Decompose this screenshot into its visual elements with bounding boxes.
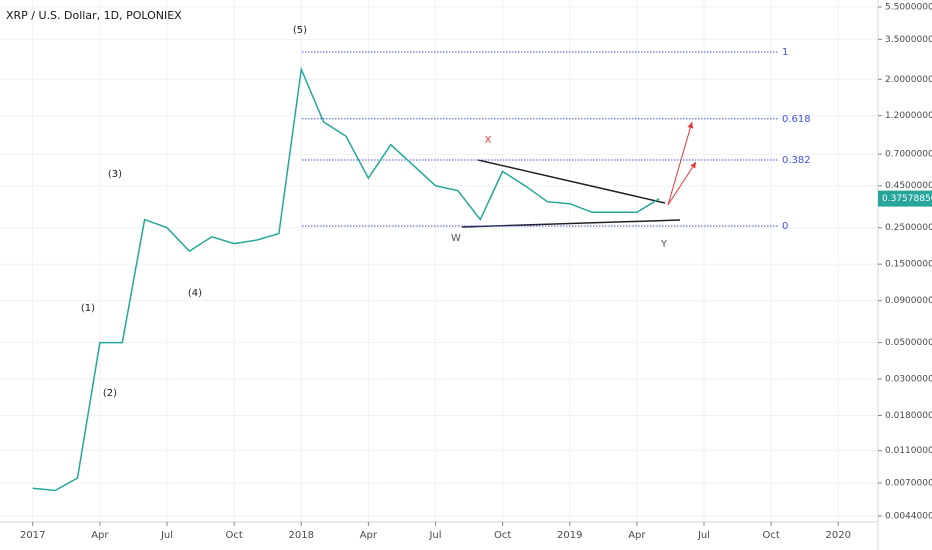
wave-label: X [485,135,492,146]
x-tick-label: 2017 [20,530,45,541]
arrow [667,121,694,206]
x-tick-label: 2019 [557,530,582,541]
y-tick-label: 5.50000000 [885,3,932,13]
wave-label: (2) [103,388,117,399]
x-tick-label: Oct [494,530,511,541]
wave-label: (5) [293,25,307,36]
chart-title: XRP / U.S. Dollar, 1D, POLONIEX [6,9,182,22]
x-tick-label: 2020 [826,530,851,541]
fib-label: 0 [782,221,788,232]
fib-label: 0.618 [782,114,811,125]
price-line [32,66,660,492]
last-price-label: 0.37578856 [882,194,932,204]
x-tick-label: Apr [628,530,646,541]
wave-label: Y [660,239,668,250]
x-tick-label: Jul [428,530,441,541]
y-tick-label: 2.00000000 [885,75,932,85]
fib-label: 1 [782,47,788,58]
arrow [667,161,697,206]
wave-label: (1) [81,303,95,314]
x-tick-label: Jul [160,530,173,541]
last-price-tag [878,190,932,207]
wave-label: W [451,233,461,244]
y-tick-label: 3.50000000 [885,35,932,45]
wave-label: (3) [108,169,122,180]
x-tick-label: Oct [225,530,242,541]
grid [0,0,878,522]
x-tick-label: Jul [697,530,710,541]
trendline [477,159,666,204]
x-tick-label: Apr [360,530,378,541]
x-tick-label: Oct [762,530,779,541]
fib-label: 0.382 [782,155,811,166]
plot-area [32,51,778,492]
x-tick-label: Apr [91,530,109,541]
x-tick-label: 2018 [289,530,314,541]
wave-label: (4) [188,288,202,299]
y-tick-label: 0.00440000 [885,512,932,522]
